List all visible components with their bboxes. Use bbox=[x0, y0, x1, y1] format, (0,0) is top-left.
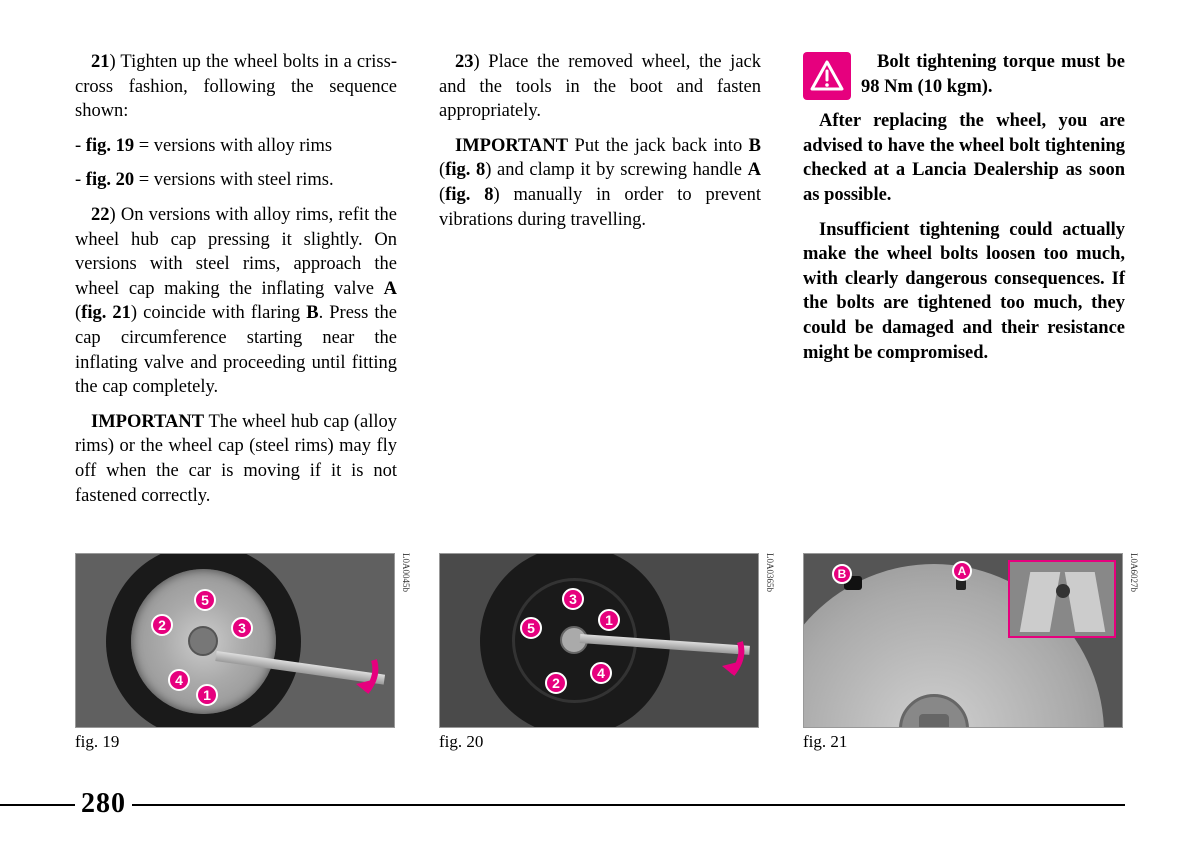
label-a: A bbox=[952, 561, 972, 581]
bolt-5: 5 bbox=[194, 589, 216, 611]
tighten-arrow-icon bbox=[712, 636, 748, 688]
step-23-text: ) Place the removed wheel, the jack and … bbox=[439, 52, 761, 121]
c2d: ) and clamp it by screwing handle bbox=[485, 160, 747, 180]
bolt-1: 1 bbox=[196, 684, 218, 706]
page-number: 280 bbox=[75, 788, 132, 820]
p2b2: fig. 21 bbox=[81, 303, 131, 323]
page-rule bbox=[0, 804, 1125, 806]
li1-dash: - bbox=[75, 136, 86, 156]
c2b3: fig. 8 bbox=[445, 160, 485, 180]
figure-21-caption: fig. 21 bbox=[803, 732, 1125, 752]
bolt-2: 2 bbox=[151, 614, 173, 636]
p2d: ) coincide with flaring bbox=[131, 303, 306, 323]
important-note-1: IMPORTANT The wheel hub cap (alloy rims)… bbox=[75, 410, 397, 508]
lancia-logo bbox=[919, 714, 949, 728]
step-23: 23) Place the removed wheel, the jack an… bbox=[439, 50, 761, 124]
figure-21: B A L0A6027b fig. 21 bbox=[803, 553, 1125, 752]
bolt-2: 2 bbox=[545, 672, 567, 694]
step-22: 22) On versions with alloy rims, refit t… bbox=[75, 203, 397, 400]
important-label-2: IMPORTANT bbox=[455, 136, 568, 156]
li1-post: = versions with alloy rims bbox=[134, 136, 332, 156]
bolt-3: 3 bbox=[562, 588, 584, 610]
figure-19-caption: fig. 19 bbox=[75, 732, 397, 752]
p2b3: B bbox=[306, 303, 318, 323]
fig19-ref: fig. 19 bbox=[86, 136, 134, 156]
important-label-1: IMPORTANT bbox=[91, 412, 204, 432]
fig19-ref-line: - fig. 19 = versions with alloy rims bbox=[75, 134, 397, 159]
warning-p3: Insufficient tightening could actually m… bbox=[803, 218, 1125, 366]
step-num-22: 22 bbox=[91, 205, 110, 225]
figure-21-ref: L0A6027b bbox=[1129, 553, 1139, 592]
li2-post: = versions with steel rims. bbox=[134, 170, 334, 190]
step-21-text: ) Tighten up the wheel bolts in a criss-… bbox=[75, 52, 397, 121]
figure-19: 1 2 3 4 5 L0A0045b fig. 19 bbox=[75, 553, 397, 752]
li2-dash: - bbox=[75, 170, 86, 190]
figure-20-caption: fig. 20 bbox=[439, 732, 761, 752]
bolt-4: 4 bbox=[590, 662, 612, 684]
figure-21-image: B A bbox=[803, 553, 1123, 728]
c2b5: fig. 8 bbox=[445, 185, 493, 205]
warning-box: Bolt tightening torque must be 98 Nm (10… bbox=[803, 50, 1125, 365]
c2a: Put the jack back into bbox=[568, 136, 749, 156]
step-num-21: 21 bbox=[91, 52, 110, 72]
step-21: 21) Tighten up the wheel bolts in a cris… bbox=[75, 50, 397, 124]
inset-detail bbox=[1008, 560, 1116, 638]
column-1: 21) Tighten up the wheel bolts in a cris… bbox=[75, 50, 397, 518]
c2b2: B bbox=[749, 136, 761, 156]
column-2: 23) Place the removed wheel, the jack an… bbox=[439, 50, 761, 518]
warning-p2: After replacing the wheel, you are advis… bbox=[803, 109, 1125, 207]
figure-19-image: 1 2 3 4 5 bbox=[75, 553, 395, 728]
p2b1: A bbox=[384, 279, 397, 299]
figure-19-ref: L0A0045b bbox=[401, 553, 411, 592]
tighten-arrow-icon bbox=[346, 654, 382, 706]
bolt-3: 3 bbox=[231, 617, 253, 639]
fig20-ref-line: - fig. 20 = versions with steel rims. bbox=[75, 168, 397, 193]
warning-triangle-icon bbox=[803, 52, 851, 100]
fig20-ref: fig. 20 bbox=[86, 170, 134, 190]
figure-20: 1 2 3 4 5 L0A0365b fig. 20 bbox=[439, 553, 761, 752]
bolt-5: 5 bbox=[520, 617, 542, 639]
figure-20-ref: L0A0365b bbox=[765, 553, 775, 592]
warning-p1: Bolt tightening torque must be 98 Nm (10… bbox=[803, 50, 1125, 99]
p2a: ) On versions with alloy rims, refit the… bbox=[75, 205, 397, 299]
text-columns: 21) Tighten up the wheel bolts in a cris… bbox=[75, 50, 1125, 518]
column-3: Bolt tightening torque must be 98 Nm (10… bbox=[803, 50, 1125, 518]
bolt-1: 1 bbox=[598, 609, 620, 631]
step-num-23: 23 bbox=[455, 52, 474, 72]
figures-row: 1 2 3 4 5 L0A0045b fig. 19 1 2 3 4 5 bbox=[75, 553, 1125, 752]
figure-20-image: 1 2 3 4 5 bbox=[439, 553, 759, 728]
bolt-4: 4 bbox=[168, 669, 190, 691]
c2b4: A bbox=[748, 160, 761, 180]
important-note-2: IMPORTANT Put the jack back into B (fig.… bbox=[439, 134, 761, 232]
label-b: B bbox=[832, 564, 852, 584]
